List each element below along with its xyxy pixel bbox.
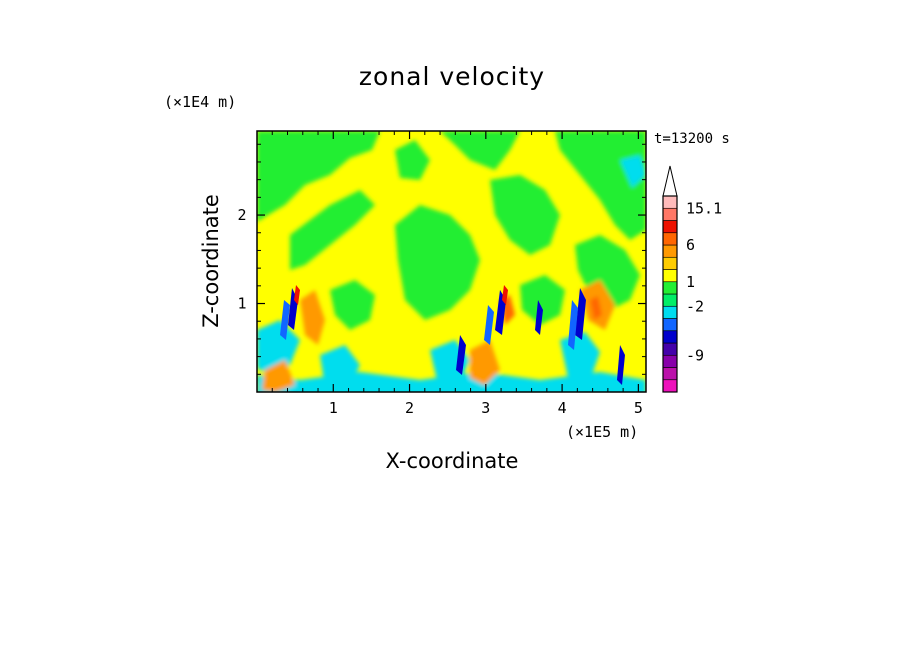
- x-tick-label: 5: [634, 399, 643, 417]
- y-axis: 12: [237, 143, 646, 375]
- colorbar-band: [662, 367, 678, 381]
- plot-frame: [256, 130, 647, 393]
- colorbar: 15.1 6 1 -2 -9: [662, 165, 722, 393]
- colorbar-frame: [662, 195, 678, 393]
- x-axis-label: X-coordinate: [386, 449, 519, 473]
- chart-title: zonal velocity: [359, 62, 545, 91]
- x-scale-note: (×1E5 m): [566, 423, 638, 441]
- colorbar-label: -2: [686, 297, 704, 315]
- colorbar-label: 6: [686, 236, 695, 254]
- colorbar-label: 15.1: [686, 199, 722, 217]
- colorbar-band: [662, 256, 678, 270]
- y-scale-note: (×1E4 m): [164, 93, 236, 111]
- colorbar-band: [662, 330, 678, 344]
- x-axis: 1 2 3 4 5: [271, 131, 643, 417]
- colorbar-band: [662, 293, 678, 307]
- colorbar-band: [662, 195, 678, 209]
- colorbar-band: [662, 207, 678, 221]
- y-axis-label: Z-coordinate: [199, 194, 223, 328]
- x-tick-label: 3: [481, 399, 490, 417]
- colorbar-band: [662, 232, 678, 246]
- x-tick-label: 2: [405, 399, 414, 417]
- colorbar-band: [662, 318, 678, 332]
- contour-field: [257, 131, 646, 392]
- y-tick-label: 1: [237, 295, 246, 313]
- x-tick-label: 1: [329, 399, 338, 417]
- colorbar-band: [662, 269, 678, 283]
- colorbar-band: [662, 220, 678, 234]
- colorbar-band: [662, 244, 678, 258]
- x-tick-label: 4: [558, 399, 567, 417]
- colorbar-label: 1: [686, 273, 695, 291]
- colorbar-overflow-triangle: [662, 165, 678, 197]
- colorbar-band: [662, 305, 678, 319]
- colorbar-band: [662, 354, 678, 368]
- colorbar-band: [662, 342, 678, 356]
- time-label: t=13200 s: [654, 131, 730, 147]
- colorbar-band: [662, 281, 678, 295]
- colorbar-band: [662, 379, 678, 393]
- colorbar-label: -9: [686, 346, 704, 364]
- y-tick-label: 2: [237, 206, 246, 224]
